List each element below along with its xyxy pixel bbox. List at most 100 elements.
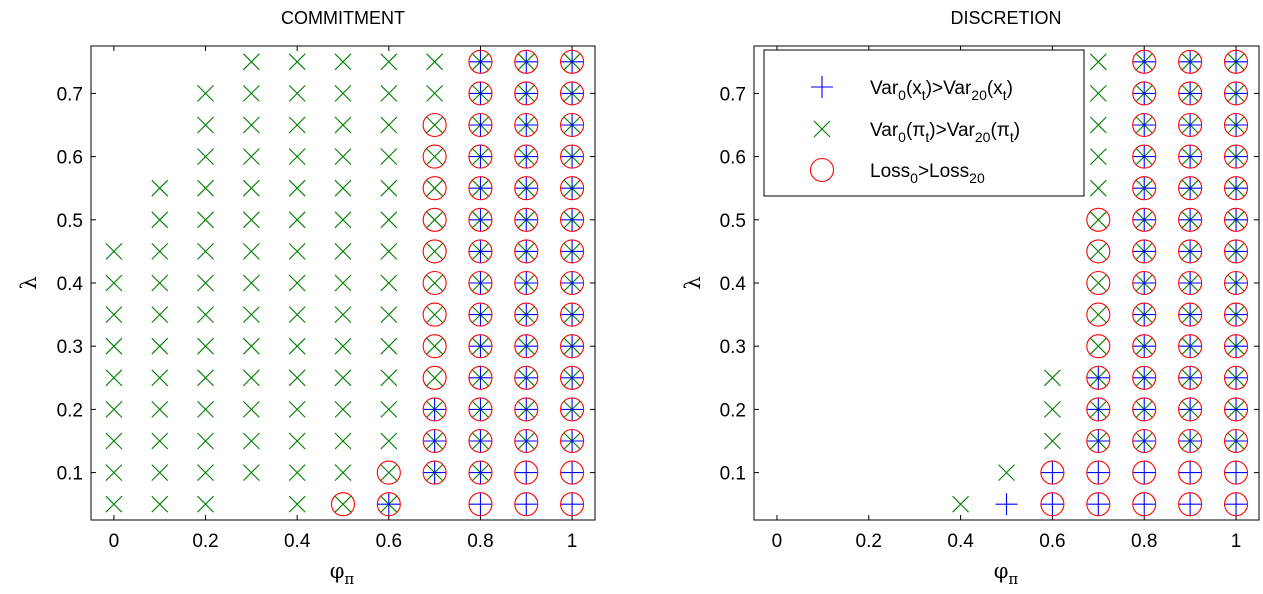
marker-circle [1223, 397, 1249, 422]
circle-ring [1223, 397, 1249, 422]
marker-circle [1223, 270, 1249, 296]
circle-ring [1223, 302, 1249, 327]
cross-b [426, 274, 444, 292]
cross-b [288, 369, 306, 387]
marker-plus [1225, 145, 1248, 168]
marker-circle [560, 270, 585, 296]
cross-b [197, 116, 214, 134]
cross-b [151, 495, 169, 513]
cross-b [242, 179, 260, 197]
marker-circle [422, 144, 447, 169]
data-marks [105, 49, 585, 517]
cross-b [242, 464, 260, 481]
cross-b [151, 337, 169, 355]
marker-cross [426, 53, 444, 71]
marker-circle [514, 428, 539, 454]
cross-b [1089, 274, 1107, 292]
marker-plus [1179, 461, 1202, 484]
x-tick-label: 0.4 [947, 531, 974, 552]
marker-circle [1178, 270, 1203, 296]
cross-b [334, 401, 352, 418]
marker-plus [469, 461, 492, 484]
marker-circle [514, 270, 539, 296]
legend-label: Loss0>Loss20 [870, 161, 985, 186]
legend-entry-circle: Loss0>Loss20 [809, 157, 985, 186]
marker-cross [151, 432, 169, 450]
circle-ring [422, 144, 447, 169]
marker-cross [242, 337, 260, 355]
marker-circle [1132, 49, 1157, 74]
x-tick-label: 0.2 [192, 531, 218, 552]
x-tick-label: 0.2 [856, 531, 882, 552]
marker-circle [1223, 460, 1249, 485]
circle-ring [514, 112, 539, 138]
x-tick-label: 1 [1231, 531, 1242, 552]
y-tick-label: 0.6 [57, 148, 83, 169]
marker-plus [515, 366, 538, 389]
circle-ring [560, 239, 585, 264]
circle-ring [468, 207, 493, 232]
marker-plus [561, 335, 584, 358]
circle-ring [422, 239, 447, 264]
marker-circle [422, 207, 447, 232]
circle-ring [468, 112, 493, 138]
marker-cross [242, 274, 260, 292]
marker-circle [1132, 207, 1157, 232]
marker-cross [151, 495, 169, 513]
marker-circle [1086, 428, 1111, 454]
y-tick-label: 0.7 [57, 84, 83, 105]
circle-ring [514, 270, 539, 296]
marker-cross [334, 53, 352, 71]
legend-entry-cross: Var0(πt)>Var20(πt) [813, 120, 1020, 145]
circle-ring [1040, 460, 1065, 485]
circle-ring [1132, 397, 1157, 422]
circle-ring [1223, 49, 1249, 74]
marker-cross [288, 148, 306, 165]
marker-cross [952, 495, 969, 513]
y-tick-label: 0.4 [720, 274, 747, 295]
marker-cross [1089, 85, 1107, 102]
circle-ring [1178, 270, 1203, 296]
marker-circle [560, 49, 585, 74]
marker-circle [468, 239, 493, 264]
marker-circle [1132, 81, 1157, 106]
marker-cross [197, 179, 214, 197]
marker-circle [514, 302, 539, 327]
marker-cross [197, 401, 214, 418]
circle-ring [468, 49, 493, 74]
circle-ring [514, 176, 539, 201]
marker-cross [242, 369, 260, 387]
circle-ring [1178, 460, 1203, 485]
marker-plus [561, 177, 584, 200]
marker-cross [380, 211, 398, 229]
marker-cross [151, 274, 169, 292]
marker-circle [1223, 428, 1249, 454]
circle-ring [560, 365, 585, 390]
marker-circle [560, 365, 585, 390]
marker-plus [561, 430, 584, 452]
cross-b [334, 306, 352, 323]
cross-b [426, 53, 444, 71]
cross-b [242, 274, 260, 292]
marker-circle [514, 460, 539, 485]
circle-ring [514, 144, 539, 169]
marker-cross [1089, 274, 1107, 292]
marker-circle [560, 334, 585, 359]
marker-circle [1178, 81, 1203, 106]
circle-ring [1086, 270, 1111, 296]
marker-plus [515, 82, 538, 105]
circle-ring [1178, 428, 1203, 454]
cross-b [151, 432, 169, 450]
marker-plus [1225, 272, 1248, 294]
marker-circle [468, 492, 493, 517]
marker-plus [1087, 366, 1110, 389]
marker-circle [560, 81, 585, 106]
cross-b [380, 369, 398, 387]
marker-cross [242, 85, 260, 102]
circle-ring [514, 428, 539, 454]
cross-b [380, 337, 398, 355]
marker-cross [1089, 306, 1107, 323]
marker-plus [377, 493, 400, 516]
circle-ring [560, 49, 585, 74]
marker-cross [151, 401, 169, 418]
